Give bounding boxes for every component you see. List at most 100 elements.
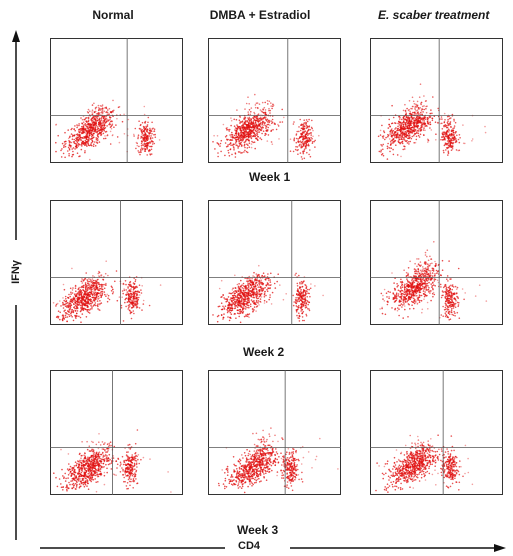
event-dot (142, 303, 145, 305)
event-dot (135, 298, 138, 300)
event-dot (392, 142, 395, 144)
event-dot (90, 142, 93, 144)
event-dot (212, 141, 214, 143)
event-dot (264, 286, 266, 289)
event-dot (414, 128, 416, 131)
event-dot (446, 126, 448, 129)
event-dot (301, 158, 304, 160)
event-dot (241, 287, 243, 289)
event-dot (240, 311, 242, 313)
event-dot (90, 281, 93, 284)
event-dot (406, 289, 408, 291)
event-dot (396, 154, 399, 156)
event-dot (405, 112, 407, 114)
event-dot (448, 140, 451, 142)
event-dot (100, 294, 103, 297)
event-dot (413, 134, 415, 137)
event-dot (69, 140, 71, 143)
event-dot (444, 132, 447, 135)
event-dot (112, 99, 114, 102)
event-dot (134, 303, 136, 306)
event-dot (112, 134, 114, 136)
event-dot (255, 279, 257, 281)
event-dot (60, 156, 63, 158)
event-dot (298, 291, 300, 293)
event-dot (422, 270, 424, 273)
event-dot (296, 282, 299, 285)
event-dot (391, 132, 393, 135)
event-dot (233, 302, 235, 304)
event-dot (449, 287, 451, 290)
event-dot (137, 298, 139, 301)
event-dot (258, 119, 260, 121)
event-dot (86, 284, 88, 287)
event-dot (227, 296, 230, 298)
event-dot (231, 292, 234, 294)
event-dot (62, 283, 65, 286)
event-dot (125, 289, 127, 291)
event-dot (431, 117, 433, 120)
event-dot (64, 131, 66, 134)
event-dot (239, 295, 242, 297)
event-dot (242, 128, 245, 131)
event-dot (298, 300, 301, 302)
event-dot (428, 274, 430, 277)
event-dot (93, 292, 95, 295)
event-dot (142, 144, 145, 146)
event-dot (220, 150, 222, 153)
event-dot (451, 285, 454, 287)
event-dot (222, 318, 224, 320)
event-dot (108, 119, 111, 121)
event-dot (90, 286, 93, 288)
event-dot (107, 109, 109, 111)
event-dot (420, 126, 422, 129)
event-dot (399, 281, 402, 283)
event-dot (428, 287, 430, 289)
event-dot (244, 296, 247, 298)
event-dot (254, 147, 256, 150)
event-dot (426, 117, 428, 119)
event-dot (306, 290, 308, 293)
event-dot (267, 134, 270, 136)
event-dot (238, 315, 240, 318)
event-dot (407, 137, 409, 140)
event-dot (444, 139, 446, 141)
event-dot (140, 292, 143, 294)
event-dot (76, 303, 78, 305)
event-dot (63, 288, 66, 291)
event-dot (394, 308, 396, 311)
event-dot (420, 109, 423, 112)
event-dot (123, 133, 126, 135)
event-dot (302, 135, 305, 137)
event-dot (408, 137, 410, 139)
event-dot (103, 287, 106, 290)
event-dot (63, 146, 65, 148)
event-dot (259, 298, 262, 300)
event-dot (422, 287, 424, 290)
event-dot (299, 152, 302, 154)
event-dot (222, 316, 225, 319)
event-dot (266, 129, 268, 132)
event-dot (252, 275, 254, 277)
event-dot (141, 129, 143, 131)
event-dot (120, 304, 123, 307)
event-dot (247, 299, 249, 302)
event-dot (255, 299, 258, 302)
event-dot (416, 295, 418, 297)
event-dot (137, 134, 140, 136)
event-dot (417, 134, 420, 137)
event-dot (81, 282, 84, 284)
event-dot (444, 125, 447, 128)
event-dot (415, 106, 417, 108)
event-dot (404, 283, 406, 286)
event-dot (90, 131, 93, 133)
event-dot (451, 129, 453, 131)
event-dot (427, 285, 429, 287)
event-dot (63, 310, 65, 312)
event-dot (458, 149, 461, 152)
event-dot (264, 278, 266, 281)
event-dot (400, 292, 403, 295)
event-dot (87, 142, 89, 145)
event-dot (250, 137, 253, 140)
event-dot (273, 123, 276, 125)
